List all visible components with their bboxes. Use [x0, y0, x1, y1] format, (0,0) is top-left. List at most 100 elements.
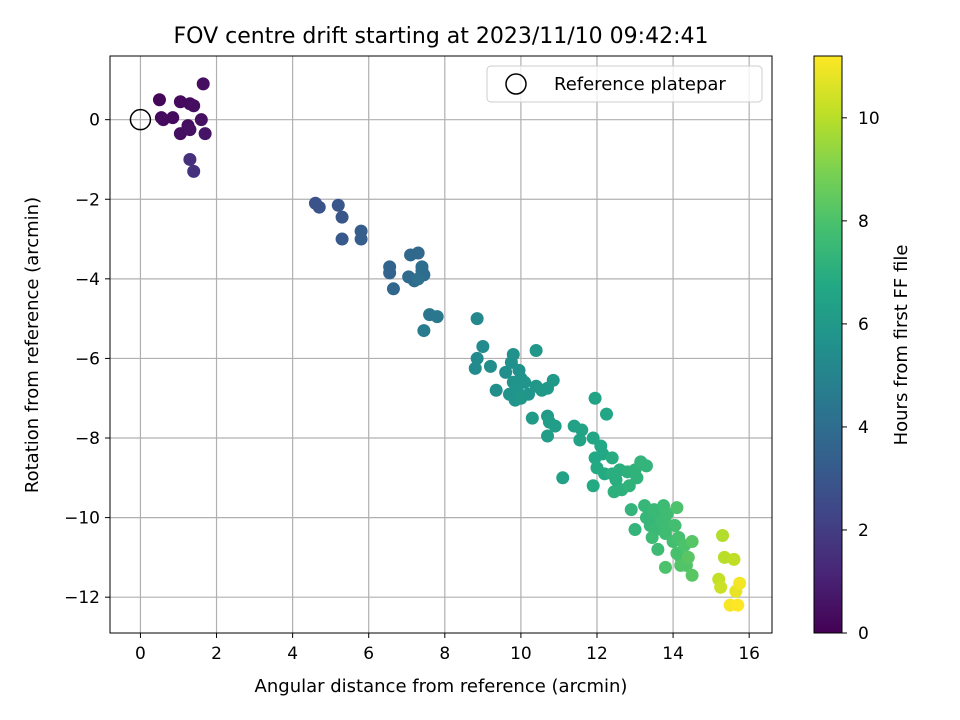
scatter-point — [335, 232, 349, 246]
x-tick-label: 8 — [439, 644, 450, 664]
scatter-point — [198, 127, 212, 141]
scatter-point — [499, 365, 513, 379]
scatter-point — [476, 339, 490, 353]
plot-frame — [109, 55, 773, 634]
y-tick-label: −10 — [64, 509, 100, 529]
scatter-point — [624, 503, 638, 517]
scatter-point — [187, 164, 201, 178]
scatter-point — [733, 576, 747, 590]
scatter-point — [411, 272, 425, 286]
scatter-point — [670, 501, 684, 515]
scatter-point — [483, 359, 497, 373]
scatter-point — [605, 451, 619, 465]
x-tick-label: 12 — [586, 644, 608, 664]
y-tick-label: −12 — [64, 588, 100, 608]
scatter-point — [331, 198, 345, 212]
reference-platepar-marker — [129, 108, 152, 131]
x-tick-label: 0 — [135, 644, 146, 664]
scatter-point — [658, 560, 672, 574]
scatter-point — [645, 530, 659, 544]
x-tick-label: 6 — [363, 644, 374, 664]
colorbar-gradient — [813, 55, 843, 634]
scatter-point — [685, 568, 699, 582]
scatter-point — [668, 519, 682, 533]
scatter-point — [518, 375, 532, 389]
x-tick-label: 10 — [510, 644, 532, 664]
scatter-point — [714, 580, 728, 594]
scatter-point — [731, 598, 745, 612]
scatter-point — [194, 113, 208, 127]
x-tick-label: 16 — [738, 644, 760, 664]
scatter-points — [152, 77, 747, 612]
scatter-point — [556, 471, 570, 485]
scatter-point — [529, 343, 543, 357]
scatter-point — [630, 471, 644, 485]
y-tick-label: 0 — [89, 111, 100, 131]
scatter-point — [335, 210, 349, 224]
scatter-point — [489, 383, 503, 397]
scatter-point — [312, 200, 326, 214]
scatter-point — [525, 411, 539, 425]
scatter-point — [600, 407, 613, 421]
scatter-point — [514, 391, 528, 405]
colorbar-tick-label: 10 — [858, 109, 880, 129]
scatter-point — [609, 473, 623, 487]
scatter-point — [183, 152, 197, 166]
scatter-point — [411, 246, 425, 260]
scatter-point — [681, 550, 695, 564]
colorbar-tick-label: 4 — [858, 418, 869, 438]
legend-marker-reference — [505, 73, 527, 95]
scatter-point — [628, 523, 642, 537]
scatter-point — [383, 266, 397, 280]
x-axis-label: Angular distance from reference (arcmin) — [255, 676, 628, 697]
y-tick-label: −2 — [75, 190, 100, 210]
scatter-point — [187, 99, 201, 113]
scatter-point — [386, 282, 400, 296]
scatter-point — [417, 324, 431, 338]
scatter-point — [415, 260, 429, 274]
scatter-point — [152, 93, 166, 107]
scatter-point — [586, 479, 600, 493]
scatter-point — [716, 529, 730, 543]
scatter-point — [639, 459, 653, 473]
scatter-point — [685, 534, 699, 548]
scatter-point — [470, 351, 484, 365]
scatter-point — [575, 423, 589, 437]
y-tick-label: −4 — [75, 270, 100, 290]
colorbar-tick-label: 6 — [858, 315, 869, 335]
x-axis-ticks: 0 2 4 6 8 10 12 14 16 — [135, 633, 760, 664]
scatter-point — [651, 542, 665, 556]
scatter-point — [573, 433, 587, 447]
scatter-point — [546, 373, 560, 387]
y-tick-label: −8 — [75, 429, 100, 449]
y-axis-label: Rotation from reference (arcmin) — [22, 197, 43, 493]
reference-marker-layer — [129, 108, 152, 131]
scatter-point — [541, 429, 555, 443]
legend: Reference platepar — [486, 65, 763, 103]
colorbar-tick-label: 8 — [858, 212, 869, 232]
legend-box — [486, 65, 763, 103]
y-tick-label: −6 — [75, 349, 100, 369]
scatter-point — [727, 552, 741, 566]
x-tick-label: 2 — [211, 644, 222, 664]
colorbar-label: Hours from first FF file — [891, 245, 912, 446]
grid — [110, 56, 772, 633]
scatter-point — [470, 312, 484, 326]
chart-title: FOV centre drift starting at 2023/11/10 … — [174, 24, 709, 49]
scatter-point — [354, 232, 368, 246]
scatter-point — [183, 123, 197, 137]
scatter-point — [548, 419, 562, 433]
scatter-point — [156, 113, 170, 127]
colorbar-tick-label: 0 — [858, 624, 869, 644]
y-axis-ticks: 0 −2 −4 −6 −8 −10 −12 — [64, 111, 110, 608]
scatter-point — [430, 310, 444, 324]
x-tick-label: 14 — [662, 644, 684, 664]
x-tick-label: 4 — [287, 644, 298, 664]
colorbar-ticks: 0 2 4 6 8 10 — [842, 109, 880, 644]
scatter-point — [196, 77, 210, 91]
colorbar: 0 2 4 6 8 10 Hours from first FF file — [813, 55, 912, 644]
scatter-point — [468, 361, 482, 375]
legend-label-reference: Reference platepar — [554, 74, 726, 95]
plot-area: 0 2 4 6 8 10 12 14 16 0 −2 −4 −6 −8 −10 −12 — [64, 55, 773, 664]
